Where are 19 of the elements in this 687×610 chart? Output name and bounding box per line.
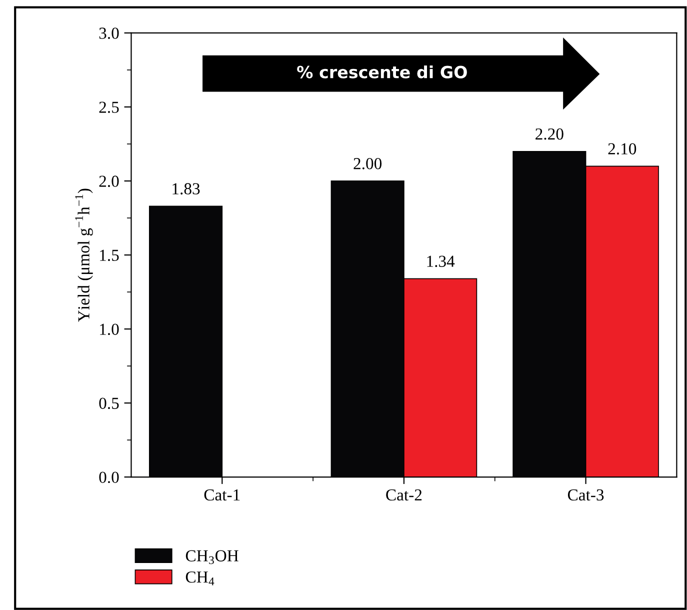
y-tick-label: 2.0 (99, 176, 119, 187)
y-tick-label: 1.0 (100, 324, 119, 336)
y-tick-label: 2.5 (99, 102, 119, 113)
annotation: % crescente di GO (297, 66, 467, 78)
data-label: 2.10 (608, 143, 636, 155)
data-label: 2.00 (354, 158, 382, 170)
x-tick-label: Cat-1 (204, 489, 240, 501)
y-tick-label: 0.5 (99, 398, 119, 410)
legend-label: CH$_{3}$OH (186, 550, 238, 564)
x-tick-label: Cat-2 (386, 489, 422, 501)
data-label: 1.34 (427, 256, 455, 268)
y-tick-label: 1.5 (100, 250, 119, 261)
y-tick-label: 3.0 (99, 28, 119, 39)
legend-label: CH$_{4}$ (186, 571, 214, 586)
y-tick-label: 0.0 (99, 472, 119, 484)
data-label: 1.83 (172, 183, 200, 194)
data-label: 2.20 (536, 128, 564, 140)
y-axis-title: Yield (μmol g$^{−1}$h$^{−1}$) (75, 188, 93, 322)
x-tick-label: Cat-3 (568, 489, 604, 501)
